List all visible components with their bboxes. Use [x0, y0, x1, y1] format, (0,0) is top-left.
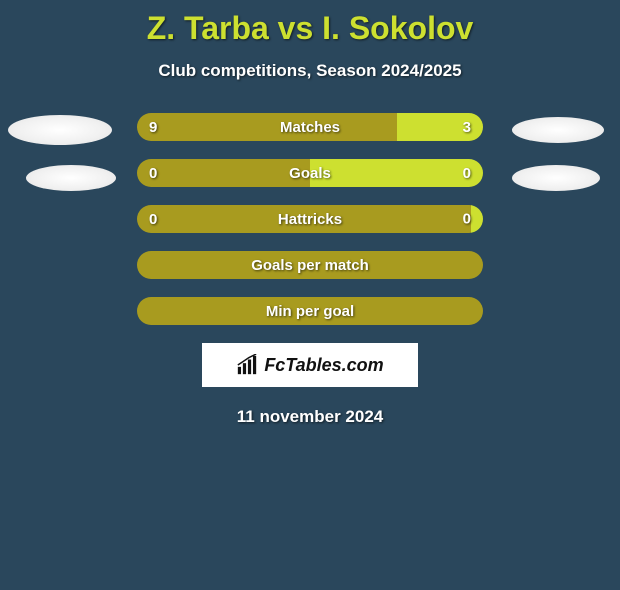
comparison-chart: 93Matches00Goals00HattricksGoals per mat…	[0, 113, 620, 427]
stat-bar-right: 3	[397, 113, 484, 141]
stat-value-right: 0	[463, 211, 471, 228]
site-logo-box: FcTables.com	[202, 343, 418, 387]
stat-bar-left: 0	[137, 159, 310, 187]
stat-value-right: 3	[463, 119, 471, 136]
page-subtitle: Club competitions, Season 2024/2025	[0, 61, 620, 81]
stat-bar-right: 0	[310, 159, 483, 187]
stat-row-full: Min per goal	[137, 297, 483, 325]
chart-icon	[236, 354, 258, 376]
stat-value-left: 0	[149, 211, 157, 228]
snapshot-date: 11 november 2024	[0, 407, 620, 427]
stat-row-full: Goals per match	[137, 251, 483, 279]
player1-avatar-placeholder	[8, 115, 112, 145]
player2-logo-placeholder	[512, 165, 600, 191]
stat-row: 93Matches	[137, 113, 483, 141]
stat-value-left: 0	[149, 165, 157, 182]
stat-bar-left: 0	[137, 205, 471, 233]
stat-row: 00Hattricks	[137, 205, 483, 233]
stat-row: 00Goals	[137, 159, 483, 187]
player1-logo-placeholder	[26, 165, 116, 191]
stat-bar-right	[471, 205, 483, 233]
stat-value-right: 0	[463, 165, 471, 182]
stat-row-full-label: Goals per match	[251, 257, 369, 274]
stat-value-left: 9	[149, 119, 157, 136]
stat-bar-left: 9	[137, 113, 397, 141]
bars-container: 93Matches00Goals00HattricksGoals per mat…	[137, 113, 483, 325]
stat-row-full-label: Min per goal	[266, 303, 354, 320]
site-logo-text: FcTables.com	[264, 355, 383, 376]
page-title: Z. Tarba vs I. Sokolov	[0, 10, 620, 47]
player2-avatar-placeholder	[512, 117, 604, 143]
